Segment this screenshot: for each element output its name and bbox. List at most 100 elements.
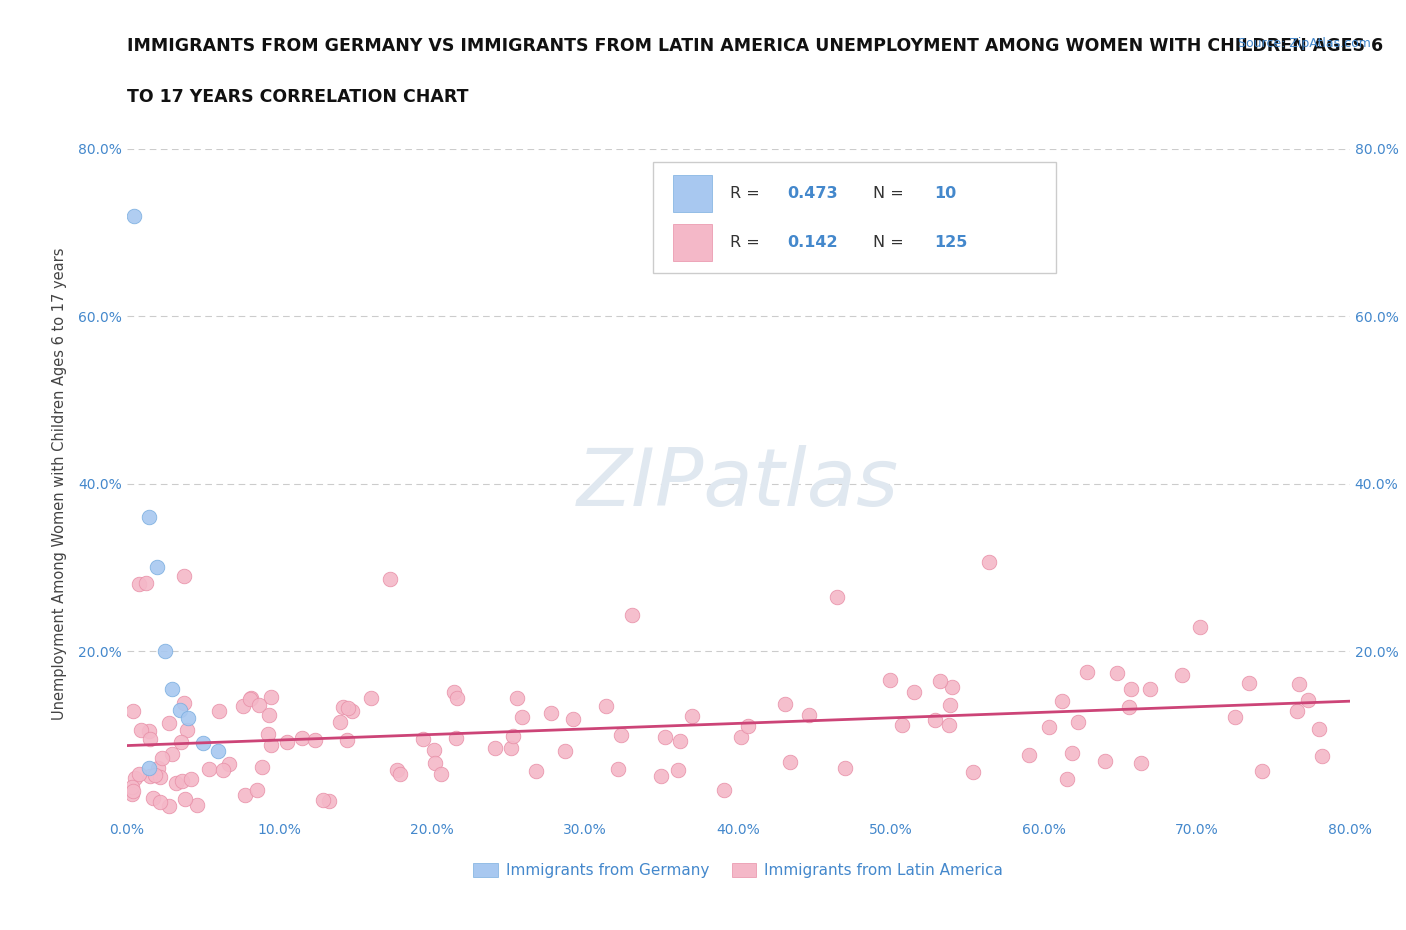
- Point: [1139, 682, 1161, 697]
- Point: [290, 731, 312, 746]
- Text: Source: ZipAtlas.com: Source: ZipAtlas.com: [1237, 37, 1371, 50]
- Point: [239, 690, 262, 705]
- Point: [232, 698, 254, 713]
- Point: [165, 776, 187, 790]
- Point: [941, 680, 963, 695]
- Point: [429, 766, 451, 781]
- Point: [162, 681, 184, 696]
- Point: [834, 760, 856, 775]
- Point: [423, 742, 446, 757]
- Point: [1018, 748, 1040, 763]
- Point: [160, 747, 183, 762]
- Y-axis label: Unemployment Among Women with Children Ages 6 to 17 years: Unemployment Among Women with Children A…: [52, 247, 66, 720]
- Text: N =: N =: [873, 235, 908, 250]
- FancyBboxPatch shape: [673, 224, 713, 261]
- Point: [380, 571, 402, 586]
- Point: [141, 791, 163, 806]
- Point: [149, 769, 172, 784]
- Text: 0.142: 0.142: [787, 235, 838, 250]
- Point: [173, 695, 195, 710]
- Point: [149, 794, 172, 809]
- Point: [256, 727, 278, 742]
- Point: [173, 792, 195, 807]
- Point: [607, 762, 630, 777]
- Point: [444, 731, 467, 746]
- Point: [121, 783, 143, 798]
- Point: [506, 691, 529, 706]
- Point: [122, 208, 145, 223]
- Point: [1288, 676, 1310, 691]
- Point: [666, 763, 689, 777]
- Point: [170, 735, 193, 750]
- Point: [654, 729, 676, 744]
- Point: [1060, 746, 1083, 761]
- Point: [595, 698, 617, 713]
- Point: [650, 768, 672, 783]
- Text: 10: 10: [934, 186, 956, 201]
- Point: [1038, 719, 1060, 734]
- Point: [260, 689, 283, 704]
- Point: [891, 717, 914, 732]
- Point: [124, 770, 146, 785]
- Point: [129, 723, 152, 737]
- Point: [412, 732, 434, 747]
- Point: [276, 735, 298, 750]
- Point: [121, 779, 143, 794]
- Point: [1310, 749, 1333, 764]
- Point: [336, 732, 359, 747]
- Point: [1171, 668, 1194, 683]
- Point: [138, 724, 160, 738]
- Point: [153, 644, 176, 658]
- FancyBboxPatch shape: [673, 175, 713, 212]
- FancyBboxPatch shape: [652, 162, 1056, 272]
- Point: [207, 744, 229, 759]
- Point: [332, 699, 354, 714]
- Point: [939, 698, 962, 712]
- Point: [385, 763, 408, 777]
- Point: [1296, 693, 1319, 708]
- Point: [342, 704, 364, 719]
- Point: [779, 754, 801, 769]
- Point: [139, 769, 162, 784]
- Point: [737, 719, 759, 734]
- Point: [730, 730, 752, 745]
- Point: [1067, 714, 1090, 729]
- Point: [239, 692, 262, 707]
- Point: [681, 709, 703, 724]
- Point: [1237, 676, 1260, 691]
- Point: [169, 702, 191, 717]
- Point: [1129, 755, 1152, 770]
- Point: [121, 786, 143, 801]
- Point: [1225, 710, 1247, 724]
- Point: [304, 732, 326, 747]
- Point: [713, 782, 735, 797]
- Point: [250, 760, 273, 775]
- Point: [150, 751, 173, 765]
- Text: 125: 125: [934, 235, 967, 250]
- Point: [775, 697, 797, 711]
- Point: [128, 767, 150, 782]
- Point: [139, 732, 162, 747]
- Point: [1094, 754, 1116, 769]
- Point: [554, 744, 576, 759]
- Point: [177, 711, 200, 725]
- Point: [423, 755, 446, 770]
- Point: [173, 568, 195, 583]
- Point: [176, 723, 198, 737]
- Point: [446, 691, 468, 706]
- Point: [186, 797, 208, 812]
- Point: [259, 708, 281, 723]
- Point: [211, 763, 233, 777]
- Point: [797, 708, 820, 723]
- Text: R =: R =: [730, 186, 765, 201]
- Point: [524, 764, 547, 779]
- Point: [157, 715, 180, 730]
- Point: [1251, 764, 1274, 778]
- Point: [180, 772, 202, 787]
- Point: [1119, 681, 1142, 696]
- Point: [1056, 772, 1078, 787]
- Point: [146, 560, 169, 575]
- Point: [1118, 699, 1140, 714]
- Point: [938, 717, 960, 732]
- Point: [510, 710, 533, 724]
